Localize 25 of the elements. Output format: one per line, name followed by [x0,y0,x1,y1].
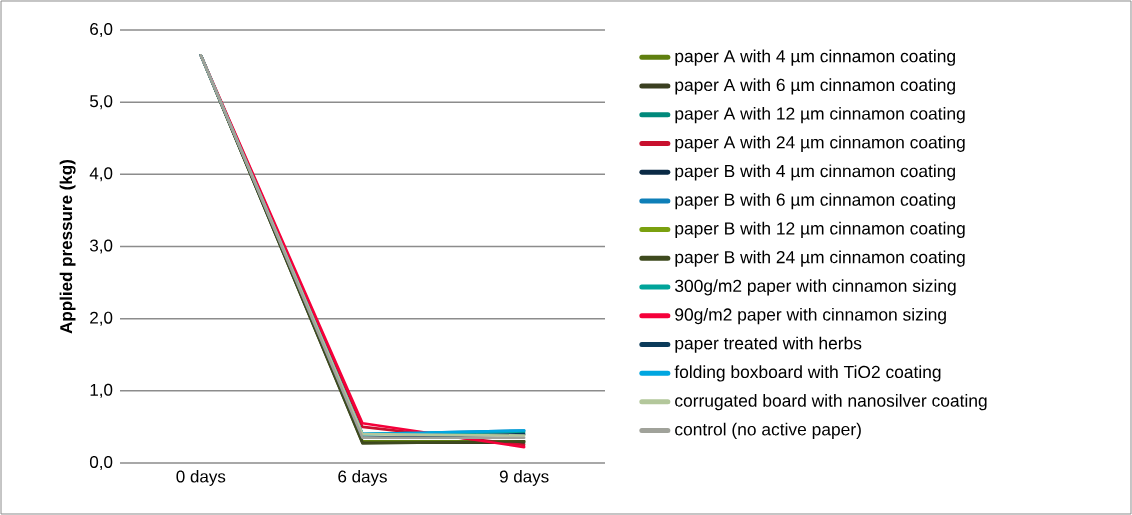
legend-label: paper A with 12 µm cinnamon coating [675,106,965,124]
legend-label: paper B with 24 µm cinnamon coating [675,250,965,267]
y-tick-label: 4,0 [89,167,113,182]
y-tick-label: 3,0 [89,239,113,254]
legend-label: control (no active paper) [675,422,861,439]
legend-label: 300g/m2 paper with cinnamon sizing [675,279,956,296]
legend-label: 90g/m2 paper with cinnamon sizing [675,307,946,325]
legend-label: folding boxboard with TiO2 coating [674,365,941,382]
y-tick-label: 5,0 [90,95,113,110]
legend-label: paper A with 4 µm cinnamon coating [675,49,955,66]
y-tick-label: 0,0 [89,455,113,470]
legend-label: paper B with 4 µm cinnamon coating [675,164,955,181]
legend-label: paper B with 6 µm cinnamon coating [675,193,955,210]
legend-label: paper A with 24 µm cinnamon coating [675,135,965,152]
y-tick-label: 1,0 [90,383,113,398]
x-tick-label: 6 days [338,470,387,486]
legend-label: paper treated with herbs [675,336,862,353]
legend-label: paper A with 6 µm cinnamon coating [675,78,955,95]
y-axis-title: Applied pressure (kg) [59,160,76,334]
legend-label: corrugated board with nanosilver coating [675,394,987,411]
legend-label: paper B with 12 µm cinnamon coating [675,221,965,239]
y-tick-label: 6,0 [90,23,113,38]
x-tick-label: 9 days [499,470,549,486]
x-tick-label: 0 days [176,470,226,486]
y-tick-label: 2,0 [90,311,113,326]
